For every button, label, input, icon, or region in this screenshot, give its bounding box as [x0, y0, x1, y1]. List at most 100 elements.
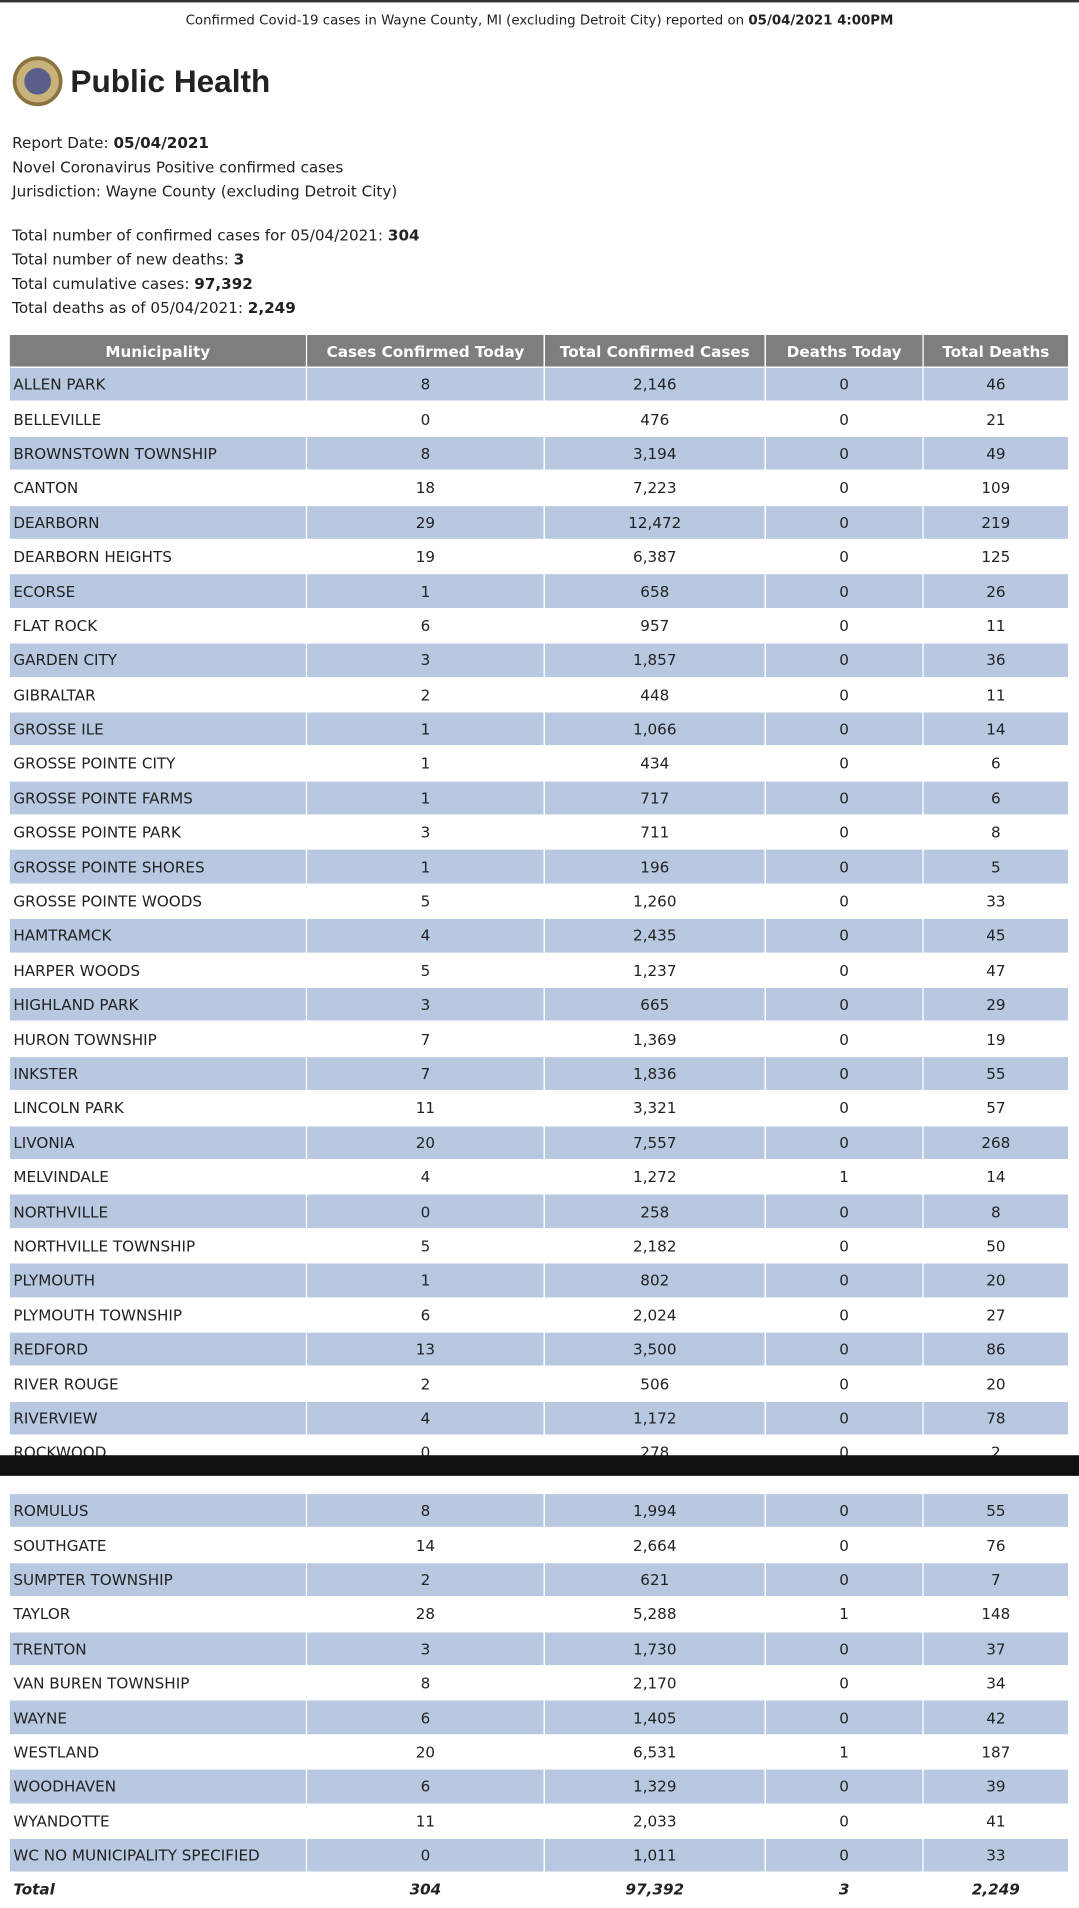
table-cell: 0	[764, 848, 924, 885]
total-cell: 3	[764, 1871, 924, 1908]
table-cell: 37	[922, 1630, 1070, 1667]
table-cell: 11	[305, 1090, 545, 1126]
table-cell: 8	[922, 814, 1070, 851]
table-cell: 1	[305, 1262, 545, 1299]
info-label: Total number of confirmed cases for 05/0…	[12, 225, 384, 244]
table-cell: GROSSE POINTE WOODS	[8, 883, 308, 920]
table-cell: 0	[764, 917, 924, 954]
column-header: Deaths Today	[764, 333, 924, 368]
table-cell: 3	[305, 642, 545, 678]
logo-text: Public Health	[70, 62, 271, 99]
table-cell: 268	[922, 1124, 1070, 1161]
table-cell: 39	[922, 1768, 1070, 1805]
table-cell: 0	[764, 1193, 924, 1230]
table-cell: 1,066	[543, 711, 766, 747]
table-cell: GROSSE POINTE PARK	[8, 814, 308, 851]
table-cell: 0	[764, 538, 924, 575]
table-row: ROMULUS 8 1,994 0 55	[8, 1492, 1070, 1529]
table-cell: 258	[543, 1193, 766, 1230]
info-label: Total number of new deaths:	[12, 250, 229, 269]
table-cell: 4	[305, 1159, 545, 1195]
table-row: GROSSE POINTE SHORES 1 196 0 5	[8, 848, 1070, 885]
total-row: Total 304 97,392 3 2,249	[8, 1871, 1070, 1908]
table-cell: 0	[764, 1021, 924, 1057]
table-cell: 36	[922, 642, 1070, 678]
table-cell: 55	[922, 1055, 1070, 1092]
info-label: Total deaths as of 05/04/2021:	[12, 298, 243, 317]
table-cell: GROSSE POINTE CITY	[8, 745, 308, 782]
table-cell: 621	[543, 1561, 766, 1598]
table-cell: HIGHLAND PARK	[8, 986, 308, 1023]
table-cell: 5	[305, 883, 545, 920]
table-cell: 1	[764, 1734, 924, 1770]
table-cell: 1,272	[543, 1159, 766, 1195]
table-cell: DEARBORN HEIGHTS	[8, 538, 308, 575]
table-cell: WOODHAVEN	[8, 1768, 308, 1805]
table-cell: 6	[305, 1699, 545, 1736]
table-cell: 49	[922, 435, 1070, 472]
table-cell: 711	[543, 814, 766, 851]
table-row: SOUTHGATE 14 2,664 0 76	[8, 1527, 1070, 1563]
table-cell: 11	[922, 607, 1070, 644]
report-info: Report Date: 05/04/2021 Novel Coronavirus…	[12, 131, 397, 204]
table-cell: 2	[305, 1561, 545, 1598]
table-row: LIVONIA 20 7,557 0 268	[8, 1124, 1070, 1161]
table-row: RIVER ROUGE 2 506 0 20	[8, 1365, 1070, 1402]
table-cell: MELVINDALE	[8, 1159, 308, 1195]
table-cell: 0	[764, 1837, 924, 1874]
table-cell: 0	[764, 814, 924, 851]
table-cell: 2,024	[543, 1296, 766, 1333]
info-label: Report Date:	[12, 133, 109, 152]
cases-table-continued: ROMULUS 8 1,994 0 55 SOUTHGATE 14 2,664 0 76 SUMPT…	[8, 1492, 1070, 1908]
table-row: LINCOLN PARK 11 3,321 0 57	[8, 1090, 1070, 1126]
cases-table: Municipality Cases Confirmed Today Total C…	[8, 333, 1070, 1471]
table-cell: 5,288	[543, 1596, 766, 1632]
table-cell: 1,857	[543, 642, 766, 678]
table-cell: 0	[764, 780, 924, 816]
table-row: GROSSE POINTE CITY 1 434 0 6	[8, 745, 1070, 782]
table-cell: 0	[764, 1124, 924, 1161]
table-cell: BROWNSTOWN TOWNSHIP	[8, 435, 308, 472]
table-row: WESTLAND 20 6,531 1 187	[8, 1734, 1070, 1770]
table-cell: 11	[922, 676, 1070, 713]
table-cell: 18	[305, 469, 545, 506]
table-cell: 1,237	[543, 952, 766, 988]
table-row: GROSSE POINTE FARMS 1 717 0 6	[8, 780, 1070, 816]
info-label: Jurisdiction: Wayne County (excluding De…	[12, 182, 398, 201]
table-cell: 28	[305, 1596, 545, 1632]
table-cell: 19	[305, 538, 545, 575]
table-cell: 0	[764, 1262, 924, 1299]
caption: Confirmed Covid-19 cases in Wayne County…	[0, 12, 1079, 28]
table-row: REDFORD 13 3,500 0 86	[8, 1331, 1070, 1368]
table-cell: 0	[764, 952, 924, 988]
table-cell: HURON TOWNSHIP	[8, 1021, 308, 1057]
table-row: GROSSE POINTE WOODS 5 1,260 0 33	[8, 883, 1070, 920]
table-cell: ECORSE	[8, 573, 308, 609]
table-cell: 8	[305, 435, 545, 472]
info-line: Total cumulative cases: 97,392	[12, 272, 419, 296]
table-cell: 5	[305, 952, 545, 988]
table-cell: GROSSE POINTE SHORES	[8, 848, 308, 885]
table-cell: 0	[764, 1365, 924, 1402]
table-row: DEARBORN HEIGHTS 19 6,387 0 125	[8, 538, 1070, 575]
table-cell: 1	[764, 1159, 924, 1195]
table-cell: 0	[305, 1193, 545, 1230]
table-row: FLAT ROCK 6 957 0 11	[8, 607, 1070, 644]
table-cell: 7,223	[543, 469, 766, 506]
table-row: WAYNE 6 1,405 0 42	[8, 1699, 1070, 1736]
table-cell: 0	[305, 400, 545, 437]
info-value: 304	[387, 225, 420, 244]
table-cell: 0	[764, 469, 924, 506]
table-cell: 5	[922, 848, 1070, 885]
table-cell: WESTLAND	[8, 1734, 308, 1770]
table-cell: 3,500	[543, 1331, 766, 1368]
table-cell: 0	[764, 1768, 924, 1805]
table-cell: 1	[305, 573, 545, 609]
table-cell: NORTHVILLE	[8, 1193, 308, 1230]
table-cell: VAN BUREN TOWNSHIP	[8, 1665, 308, 1701]
table-cell: 0	[764, 400, 924, 437]
table-row: GROSSE POINTE PARK 3 711 0 8	[8, 814, 1070, 851]
table-cell: 27	[922, 1296, 1070, 1333]
table-cell: 125	[922, 538, 1070, 575]
